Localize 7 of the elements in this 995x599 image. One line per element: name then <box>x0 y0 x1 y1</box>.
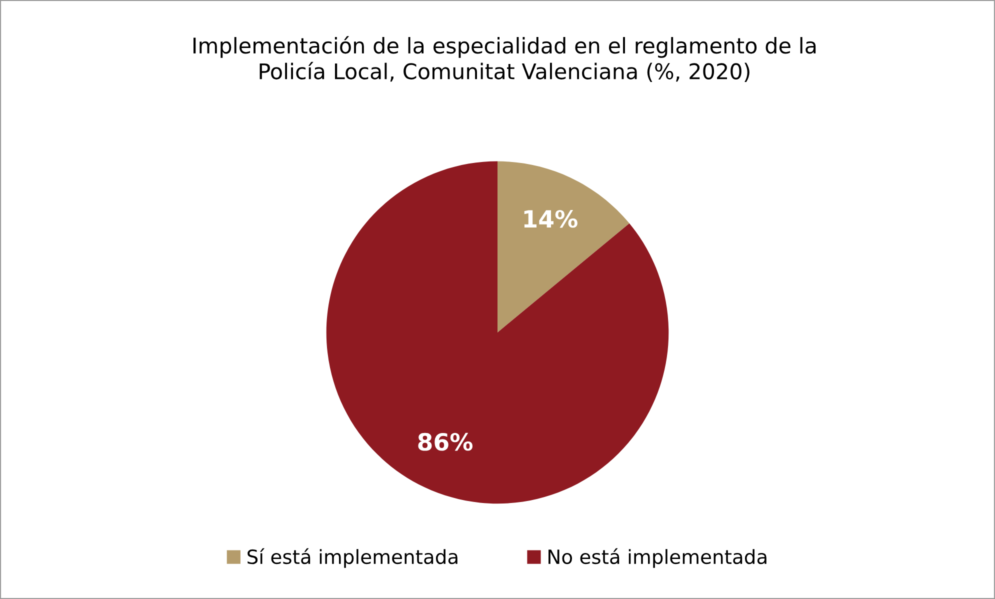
legend-label: No está implementada <box>548 548 766 568</box>
data-label: 86% <box>418 432 473 451</box>
legend-label: Sí está implementada <box>248 548 458 568</box>
chart-title: Implementación de la especialidad en el reglamento de la Policía Local, Comunitat Valenciana (%, 2020) <box>194 36 816 82</box>
data-label: 14% <box>524 210 578 228</box>
pie-slice <box>498 161 630 332</box>
pie-slice <box>326 161 669 504</box>
